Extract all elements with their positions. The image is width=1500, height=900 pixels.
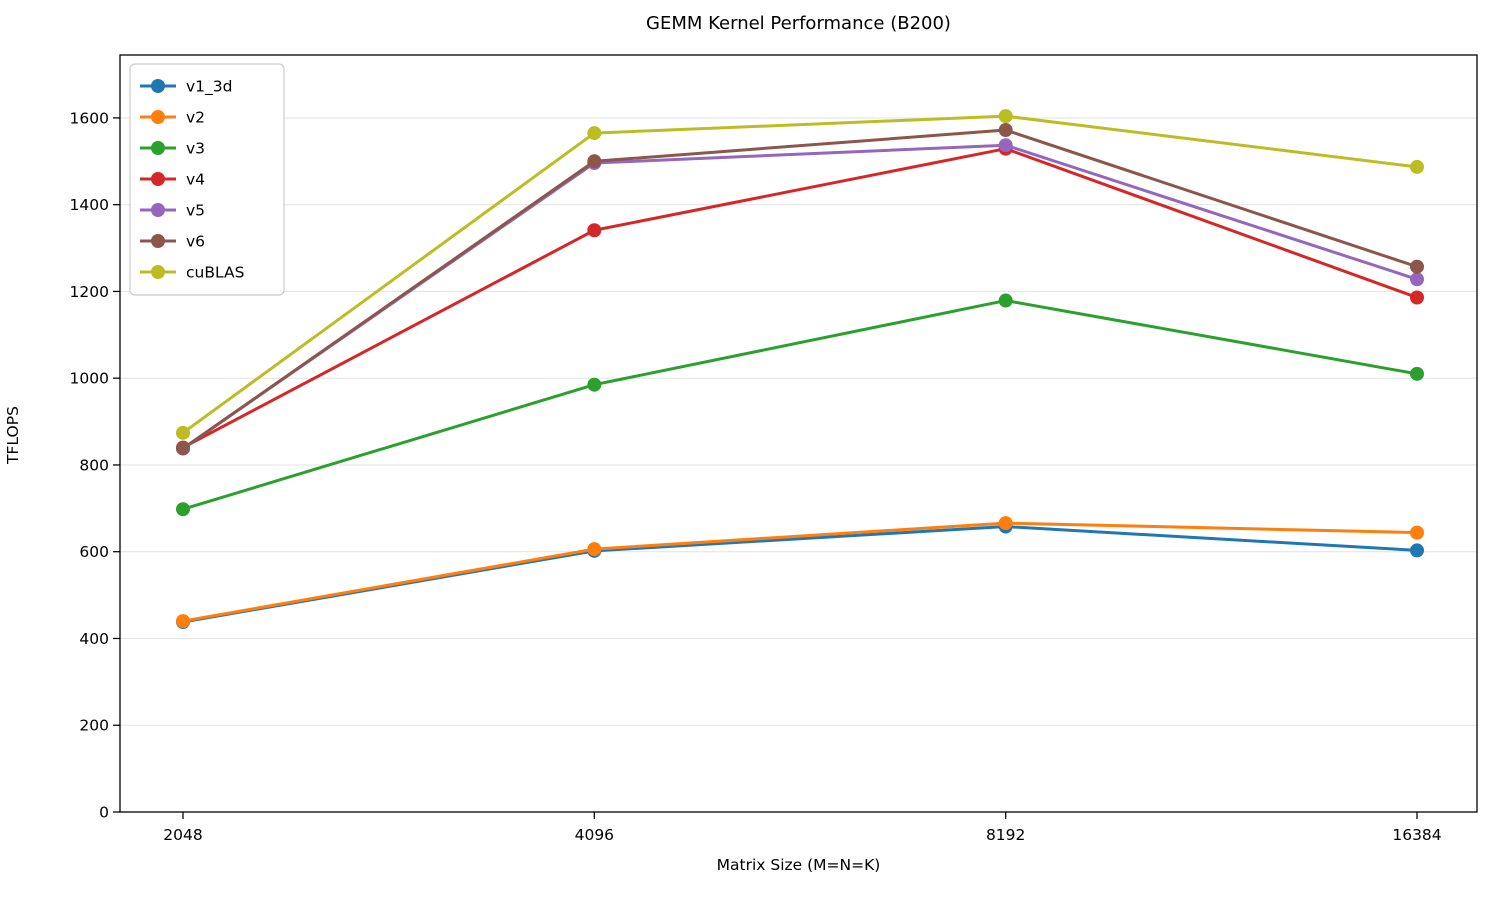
series-cuBLAS [176,109,1424,440]
marker-v3-16384 [1410,366,1424,381]
legend-item-v4: v4 [140,171,205,189]
marker-v2-2048 [176,614,190,629]
legend-label-v5: v5 [186,202,205,220]
plot-border [119,54,1478,813]
marker-cuBLAS-4096 [587,126,602,141]
legend-marker-v5 [151,203,165,217]
legend-item-v3: v3 [140,140,205,158]
x-tick-label: 16384 [1392,826,1441,844]
marker-cuBLAS-16384 [1410,159,1424,174]
marker-v5-8192 [998,138,1013,153]
gridlines [120,117,1477,726]
y-tick-label: 200 [79,717,109,735]
legend-label-cuBLAS: cuBLAS [186,264,244,282]
y-axis-label: TFLOPS [4,406,22,464]
marker-v6-2048 [176,441,190,456]
y-tick-label: 400 [79,630,109,648]
series-line-v1_3d [181,525,1419,624]
series-v5 [176,138,1424,456]
marker-v4-4096 [587,223,602,238]
series-line-cuBLAS [181,114,1419,435]
y-tick-label: 600 [79,543,109,561]
legend-marker-v3 [151,141,165,155]
x-tick-label: 4096 [575,826,614,844]
legend-item-v5: v5 [140,202,205,220]
legend-marker-v1_3d [151,79,165,93]
legend-marker-cuBLAS [151,265,165,279]
marker-v1_3d-16384 [1410,543,1424,558]
series-line-v6 [181,128,1419,450]
legend-marker-v4 [151,172,165,186]
marker-v2-16384 [1410,525,1424,540]
y-tick-label: 1200 [70,283,109,301]
x-tick-label: 8192 [986,826,1025,844]
legend-item-v1_3d: v1_3d [140,78,233,97]
legend-item-cuBLAS: cuBLAS [140,264,244,282]
marker-cuBLAS-8192 [998,109,1013,124]
legend-label-v1_3d: v1_3d [186,78,233,97]
chart-title: GEMM Kernel Performance (B200) [646,13,951,34]
legend-item-v6: v6 [140,233,205,251]
axis-ticks: 0 200 400 600 800 1000 1200 1400 1600 2048 4096 819… [70,109,1442,844]
marker-v6-8192 [998,123,1013,138]
series-v6 [176,123,1424,456]
marker-v3-8192 [998,293,1013,308]
legend-marker-v2 [151,110,165,124]
series-v2 [176,516,1424,629]
series-v4 [176,141,1424,455]
legend-label-v3: v3 [186,140,205,158]
y-tick-label: 0 [99,804,109,822]
series-line-v4 [181,147,1419,450]
legend-marker-v6 [151,234,165,248]
marker-v5-16384 [1410,272,1424,287]
legend-box [129,63,285,296]
series-line-v2 [181,521,1419,623]
x-axis-label: Matrix Size (M=N=K) [716,856,881,874]
legend-label-v6: v6 [186,233,205,251]
legend: v1_3d v2 v3 v4 v5 v6 cuBLAS [129,63,285,296]
marker-v6-16384 [1410,259,1424,274]
marker-v6-4096 [587,154,602,169]
marker-v3-4096 [587,377,602,392]
series-v3 [176,293,1424,517]
y-tick-label: 800 [79,456,109,474]
x-tick-label: 2048 [163,826,202,844]
y-tick-label: 1000 [70,370,109,388]
marker-cuBLAS-2048 [176,425,190,440]
y-tick-label: 1400 [70,196,109,214]
legend-label-v2: v2 [186,109,205,127]
marker-v2-8192 [998,516,1013,531]
y-tick-label: 1600 [70,109,109,127]
legend-item-v2: v2 [140,109,205,127]
marker-v3-2048 [176,502,190,517]
marker-v2-4096 [587,542,602,557]
legend-label-v4: v4 [186,171,205,189]
marker-v4-16384 [1410,290,1424,305]
series-line-v3 [181,299,1419,511]
